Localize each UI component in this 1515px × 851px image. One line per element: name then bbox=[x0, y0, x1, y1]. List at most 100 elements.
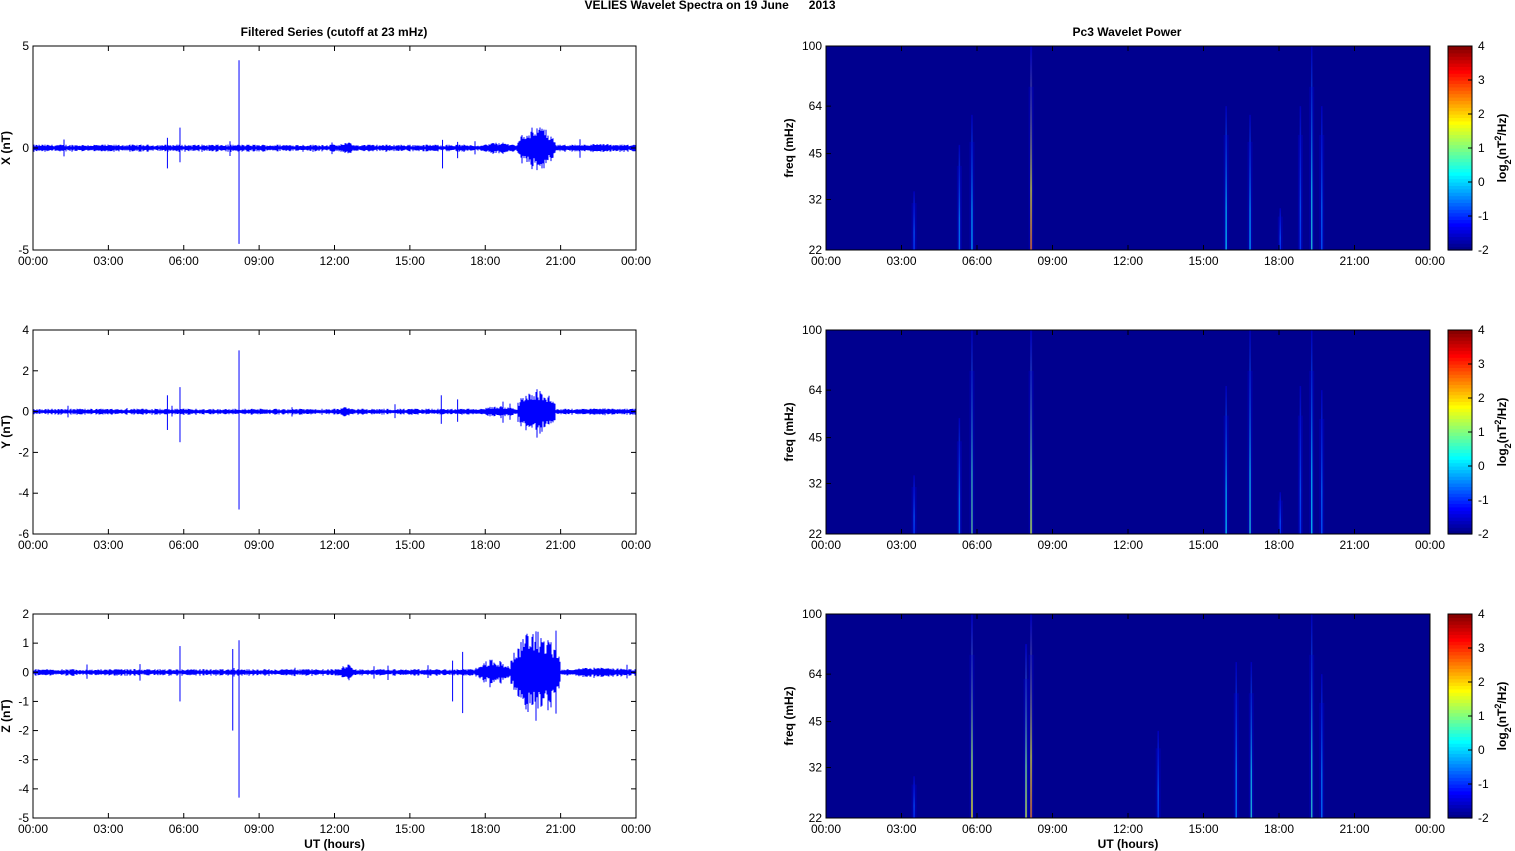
colorbar-segment bbox=[1448, 493, 1472, 498]
colorbar-segment bbox=[1448, 66, 1472, 71]
colorbar-segment bbox=[1448, 100, 1472, 105]
x-tick-label: 18:00 bbox=[1264, 822, 1294, 836]
colorbar-segment bbox=[1448, 483, 1472, 487]
colorbar-tick-label: -2 bbox=[1478, 527, 1489, 541]
x-tick-label: 18:00 bbox=[470, 254, 500, 268]
colorbar-segment bbox=[1448, 726, 1472, 731]
x-tick-label: 09:00 bbox=[244, 538, 274, 552]
x-tick-label: 00:00 bbox=[18, 538, 48, 552]
x-tick-label: 15:00 bbox=[1188, 254, 1218, 268]
colorbar-segment bbox=[1448, 127, 1472, 132]
x-tick-label: 21:00 bbox=[1339, 538, 1369, 552]
wavelet-feature-halo bbox=[1319, 418, 1325, 534]
wavelet-feature bbox=[1310, 614, 1313, 818]
x-tick-label: 06:00 bbox=[962, 254, 992, 268]
y-tick-label: -3 bbox=[18, 753, 29, 767]
colorbar-segment bbox=[1448, 452, 1472, 457]
y-tick-label: 100 bbox=[802, 39, 822, 53]
colorbar-segment bbox=[1448, 195, 1472, 200]
colorbar-label: log2(nT2/Hz) bbox=[1493, 682, 1513, 751]
heatmap-background bbox=[826, 46, 1430, 250]
colorbar-tick-label: 3 bbox=[1478, 73, 1485, 87]
wavelet-feature bbox=[1225, 106, 1227, 250]
colorbar-segment bbox=[1448, 134, 1472, 139]
colorbar-segment bbox=[1448, 804, 1472, 809]
left-column-title: Filtered Series (cutoff at 23 mHz) bbox=[241, 25, 428, 39]
y-axis-label: freq (mHz) bbox=[782, 686, 796, 745]
colorbar-segment bbox=[1448, 425, 1472, 430]
colorbar-segment bbox=[1448, 767, 1472, 771]
colorbar-segment bbox=[1448, 661, 1472, 666]
colorbar-segment bbox=[1448, 141, 1472, 146]
wavelet-feature bbox=[1299, 106, 1302, 250]
colorbar-segment bbox=[1448, 665, 1472, 669]
colorbar-segment bbox=[1448, 398, 1472, 402]
y-tick-label: 0 bbox=[22, 141, 29, 155]
colorbar-segment bbox=[1448, 811, 1472, 816]
y-tick-label: -2 bbox=[18, 445, 29, 459]
colorbar-segment bbox=[1448, 236, 1472, 241]
colorbar-segment bbox=[1448, 120, 1472, 125]
colorbar-segment bbox=[1448, 682, 1472, 686]
wavelet-feature-halo bbox=[1247, 370, 1253, 534]
colorbar-segment bbox=[1448, 411, 1472, 416]
time-series-z: -5 -4 -3 -2 -1 0 1 2 Z (nT) 00:00 03:00 06:00 09:00 1… bbox=[0, 607, 651, 851]
colorbar-segment bbox=[1448, 801, 1472, 805]
wavelet-feature bbox=[1321, 390, 1323, 534]
wavelet-feature-halo bbox=[1297, 415, 1303, 534]
wavelet-feature-halo bbox=[1223, 415, 1229, 534]
colorbar-segment bbox=[1448, 175, 1472, 180]
colorbar-segment bbox=[1448, 753, 1472, 758]
colorbar-segment bbox=[1448, 347, 1472, 351]
colorbar-segment bbox=[1448, 479, 1472, 484]
wavelet-feature bbox=[1249, 330, 1251, 534]
colorbar-segment bbox=[1448, 780, 1472, 785]
wavelet-feature bbox=[1235, 662, 1237, 818]
time-series-x: -5 0 5 X (nT) 00:00 03:00 06:00 09:00 12:00 15:00… bbox=[0, 39, 651, 268]
colorbar-tick-label: 1 bbox=[1478, 141, 1485, 155]
colorbar-segment bbox=[1448, 222, 1472, 227]
colorbar-segment bbox=[1448, 370, 1472, 375]
y-tick-label: 45 bbox=[809, 715, 823, 729]
x-tick-label: 00:00 bbox=[811, 254, 841, 268]
y-tick-label: 22 bbox=[809, 243, 823, 257]
colorbar-segment bbox=[1448, 787, 1472, 792]
colorbar-segment bbox=[1448, 202, 1472, 207]
colorbar-segment bbox=[1448, 46, 1472, 50]
colorbar-segment bbox=[1448, 692, 1472, 697]
colorbar-segment bbox=[1448, 219, 1472, 224]
heatmap-background bbox=[826, 330, 1430, 534]
colorbar-segment bbox=[1448, 517, 1472, 521]
wavelet-feature bbox=[970, 614, 973, 818]
colorbar-segment bbox=[1448, 350, 1472, 355]
time-series-y: -6 -4 -2 0 2 4 Y (nT) 00:00 03:00 06:00 09:00 12:00… bbox=[0, 323, 651, 552]
colorbar-segment bbox=[1448, 743, 1472, 748]
wavelet-feature bbox=[1250, 662, 1253, 818]
wavelet-feature bbox=[1030, 330, 1033, 534]
colorbar-label: log2(nT2/Hz) bbox=[1493, 114, 1513, 183]
y-tick-label: 2 bbox=[22, 607, 29, 621]
colorbar-segment bbox=[1448, 233, 1472, 237]
y-tick-label: 2 bbox=[22, 364, 29, 378]
colorbar-segment bbox=[1448, 428, 1472, 433]
colorbar-segment bbox=[1448, 103, 1472, 108]
x-tick-label: 00:00 bbox=[621, 254, 651, 268]
colorbar-segment bbox=[1448, 408, 1472, 413]
colorbar-segment bbox=[1448, 455, 1472, 460]
wavelet-feature-halo bbox=[969, 141, 975, 250]
colorbar-segment bbox=[1448, 137, 1472, 142]
x-tick-label: 18:00 bbox=[1264, 538, 1294, 552]
colorbar-segment bbox=[1448, 462, 1472, 467]
wavelet-feature-halo bbox=[969, 370, 975, 534]
colorbar-tick-label: 2 bbox=[1478, 675, 1485, 689]
colorbar-segment bbox=[1448, 333, 1472, 338]
colorbar-segment bbox=[1448, 151, 1472, 156]
x-tick-label: 00:00 bbox=[18, 254, 48, 268]
wavelet-feature-halo bbox=[1155, 748, 1161, 818]
wavelet-feature-halo bbox=[1028, 654, 1034, 818]
colorbar-segment bbox=[1448, 637, 1472, 642]
x-axis-label: UT (hours) bbox=[1098, 837, 1159, 851]
wavelet-feature-halo bbox=[911, 784, 917, 818]
colorbar-segment bbox=[1448, 627, 1472, 632]
